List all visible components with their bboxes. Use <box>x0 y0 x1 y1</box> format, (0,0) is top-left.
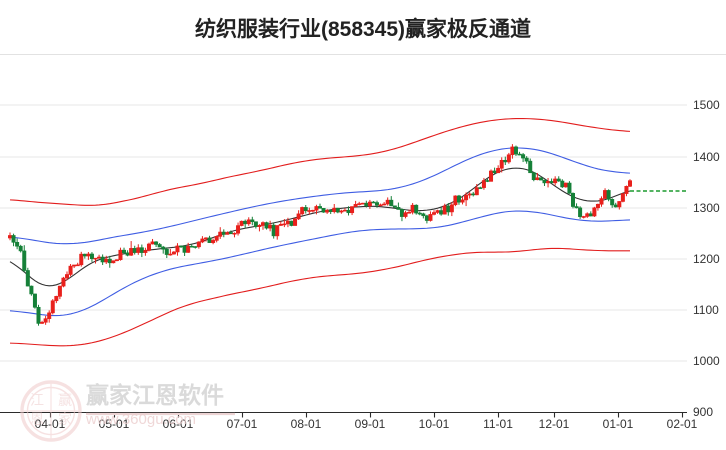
svg-text:家: 家 <box>58 411 72 427</box>
svg-text:恩: 恩 <box>30 411 44 427</box>
svg-text:www.360gu.com: www.360gu.com <box>85 411 196 428</box>
svg-text:赢: 赢 <box>58 392 72 408</box>
svg-text:赢家江恩软件: 赢家江恩软件 <box>86 382 224 408</box>
svg-text:江: 江 <box>30 392 44 408</box>
